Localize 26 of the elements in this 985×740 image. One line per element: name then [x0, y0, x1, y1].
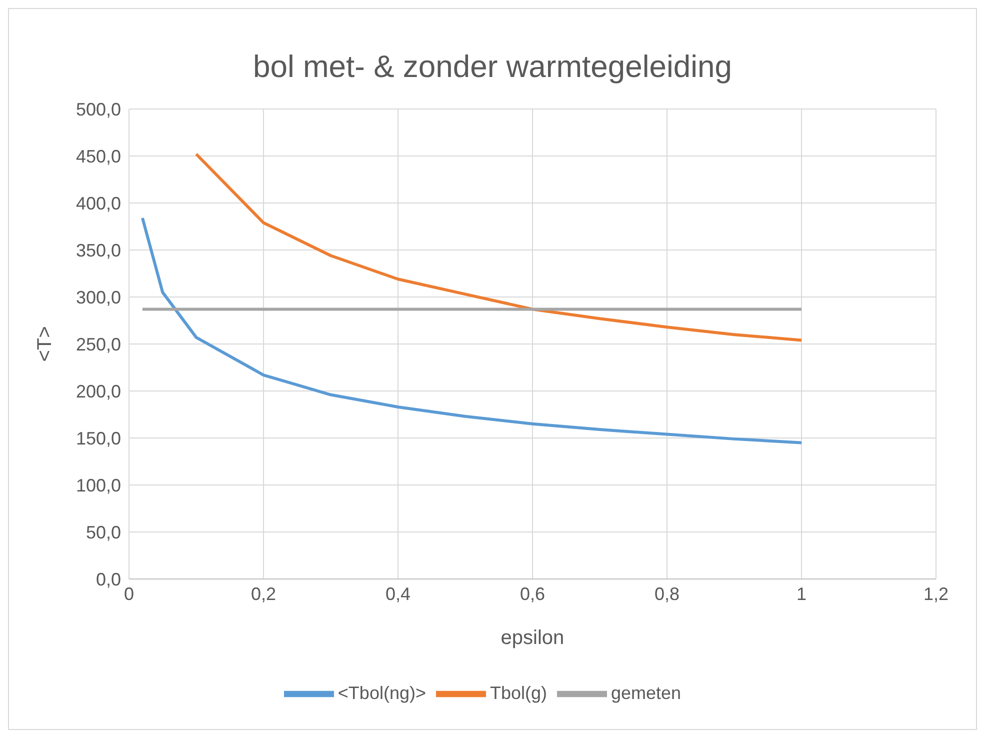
- x-axis-title: epsilon: [500, 627, 564, 649]
- y-tick-label: 300,0: [76, 287, 121, 308]
- y-tick-label: 200,0: [76, 381, 121, 402]
- x-tick-label: 1,2: [923, 584, 949, 604]
- y-axis-title: <T>: [34, 326, 56, 362]
- x-tick-label: 1: [796, 584, 807, 604]
- x-tick-label: 0,4: [385, 584, 411, 604]
- y-tick-label: 0,0: [96, 569, 121, 590]
- legend-label: <Tbol(ng)>: [338, 682, 426, 703]
- y-tick-label: 450,0: [76, 146, 121, 166]
- line-series: [140, 216, 803, 444]
- x-tick-label: 0,2: [250, 584, 276, 604]
- y-tick-label: 100,0: [76, 475, 121, 496]
- legend-label: Tbol(g): [490, 682, 547, 703]
- x-tick-label: 0,6: [520, 584, 546, 604]
- y-tick-label: 150,0: [76, 428, 121, 448]
- y-tick-label: 350,0: [76, 240, 121, 260]
- legend-label: gemeten: [611, 682, 682, 703]
- y-tick-label: 50,0: [86, 522, 121, 542]
- y-tick-label: 400,0: [76, 193, 121, 214]
- x-tick-label: 0,8: [654, 584, 680, 604]
- line-series: [194, 152, 803, 342]
- y-tick-label: 250,0: [76, 334, 121, 354]
- x-tick-label: 0: [124, 584, 134, 604]
- y-tick-label: 500,0: [76, 99, 121, 120]
- chart-title: bol met- & zonder warmtegeleiding: [252, 48, 734, 86]
